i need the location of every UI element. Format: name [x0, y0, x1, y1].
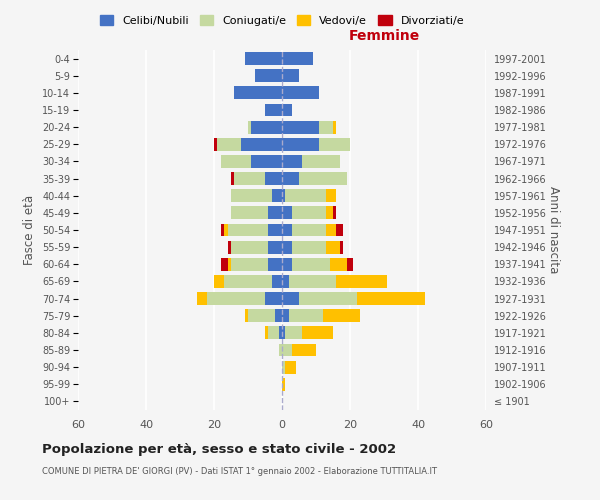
Bar: [302, 155, 340, 168]
Bar: [231, 172, 235, 185]
Bar: [333, 206, 337, 220]
Bar: [235, 172, 265, 185]
Bar: [357, 292, 425, 305]
Bar: [268, 224, 282, 236]
Bar: [231, 190, 272, 202]
Bar: [265, 326, 268, 340]
Text: Femmine: Femmine: [349, 29, 419, 43]
Bar: [248, 310, 275, 322]
Bar: [227, 258, 231, 270]
Bar: [282, 70, 299, 82]
Bar: [214, 138, 217, 150]
Bar: [282, 172, 299, 185]
Bar: [286, 360, 296, 374]
Bar: [282, 138, 319, 150]
Bar: [323, 310, 360, 322]
Bar: [282, 292, 299, 305]
Bar: [268, 258, 282, 270]
Bar: [207, 292, 265, 305]
Bar: [282, 86, 319, 100]
Bar: [235, 86, 282, 100]
Bar: [282, 104, 292, 117]
Bar: [251, 120, 282, 134]
Bar: [282, 310, 289, 322]
Bar: [221, 155, 251, 168]
Bar: [217, 138, 241, 150]
Bar: [292, 258, 329, 270]
Bar: [265, 292, 282, 305]
Bar: [197, 292, 207, 305]
Bar: [337, 224, 343, 236]
Bar: [302, 326, 333, 340]
Bar: [329, 258, 347, 270]
Bar: [255, 70, 282, 82]
Bar: [299, 172, 347, 185]
Bar: [292, 224, 326, 236]
Bar: [221, 258, 227, 270]
Bar: [245, 310, 248, 322]
Bar: [326, 190, 337, 202]
Bar: [265, 104, 282, 117]
Bar: [245, 52, 282, 65]
Bar: [347, 258, 353, 270]
Bar: [337, 275, 388, 288]
Bar: [340, 240, 343, 254]
Bar: [221, 224, 224, 236]
Bar: [282, 344, 292, 356]
Text: Popolazione per età, sesso e stato civile - 2002: Popolazione per età, sesso e stato civil…: [42, 442, 396, 456]
Bar: [282, 52, 313, 65]
Bar: [241, 138, 282, 150]
Bar: [275, 310, 282, 322]
Bar: [231, 240, 268, 254]
Text: COMUNE DI PIETRA DE' GIORGI (PV) - Dati ISTAT 1° gennaio 2002 - Elaborazione TUT: COMUNE DI PIETRA DE' GIORGI (PV) - Dati …: [42, 468, 437, 476]
Bar: [282, 155, 302, 168]
Bar: [265, 172, 282, 185]
Bar: [326, 240, 340, 254]
Bar: [282, 120, 319, 134]
Bar: [326, 206, 333, 220]
Bar: [282, 360, 286, 374]
Y-axis label: Anni di nascita: Anni di nascita: [547, 186, 560, 274]
Bar: [214, 275, 224, 288]
Bar: [227, 224, 268, 236]
Bar: [292, 206, 326, 220]
Bar: [268, 240, 282, 254]
Bar: [282, 206, 292, 220]
Bar: [319, 120, 333, 134]
Bar: [282, 224, 292, 236]
Bar: [292, 344, 316, 356]
Bar: [286, 326, 302, 340]
Bar: [278, 344, 282, 356]
Bar: [227, 240, 231, 254]
Bar: [268, 326, 278, 340]
Bar: [224, 275, 272, 288]
Bar: [333, 120, 337, 134]
Bar: [231, 206, 268, 220]
Bar: [289, 275, 337, 288]
Bar: [282, 240, 292, 254]
Bar: [282, 275, 289, 288]
Bar: [231, 258, 268, 270]
Bar: [248, 120, 251, 134]
Bar: [272, 275, 282, 288]
Bar: [319, 138, 350, 150]
Bar: [282, 326, 286, 340]
Bar: [224, 224, 227, 236]
Bar: [292, 240, 326, 254]
Bar: [326, 224, 337, 236]
Bar: [282, 258, 292, 270]
Y-axis label: Fasce di età: Fasce di età: [23, 195, 37, 265]
Bar: [272, 190, 282, 202]
Bar: [282, 378, 286, 390]
Bar: [251, 155, 282, 168]
Bar: [278, 326, 282, 340]
Bar: [282, 190, 286, 202]
Bar: [286, 190, 326, 202]
Bar: [268, 206, 282, 220]
Bar: [289, 310, 323, 322]
Legend: Celibi/Nubili, Coniugati/e, Vedovi/e, Divorziati/e: Celibi/Nubili, Coniugati/e, Vedovi/e, Di…: [95, 10, 469, 30]
Bar: [299, 292, 357, 305]
